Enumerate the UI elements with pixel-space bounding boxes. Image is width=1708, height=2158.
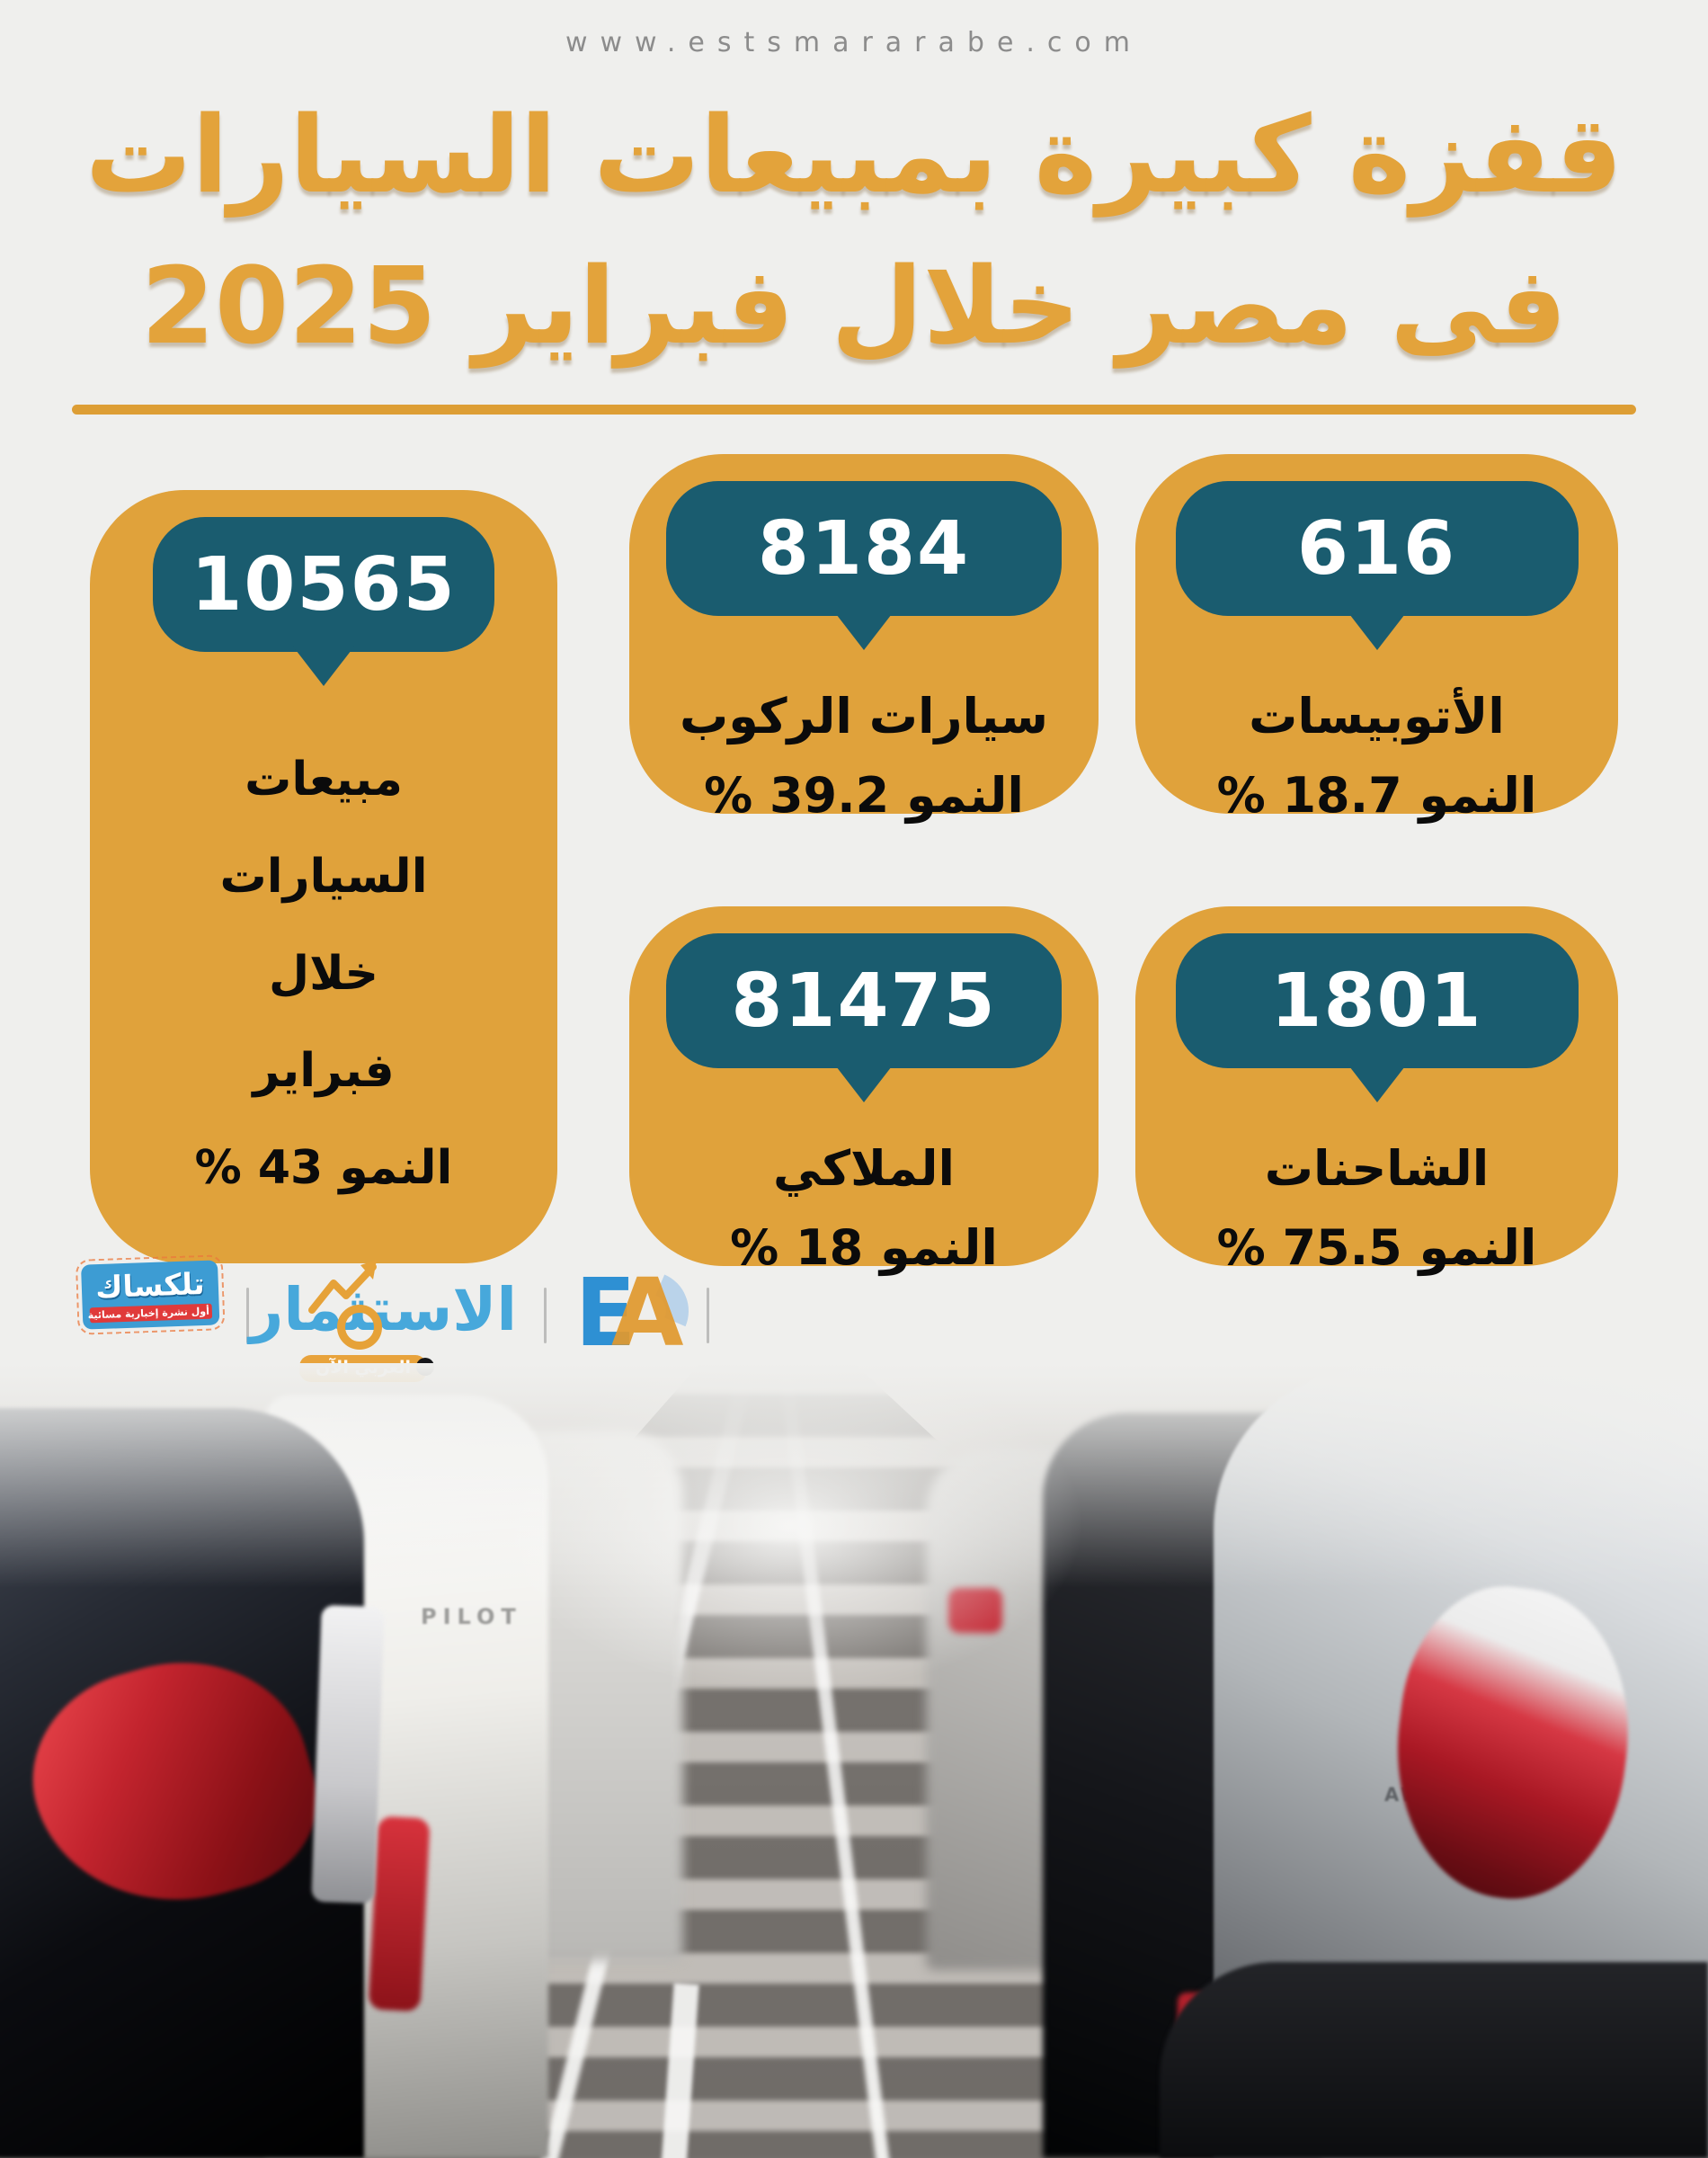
title-divider xyxy=(72,405,1636,415)
stat-label-line: فبراير xyxy=(253,1044,395,1098)
stat-value: 10565 xyxy=(191,541,457,628)
stat-card-trucks: 1801 الشاحنات النمو 75.5 % xyxy=(1135,906,1618,1276)
logo-divider xyxy=(544,1288,547,1343)
stat-value: 616 xyxy=(1296,505,1457,592)
growth-arrow-icon xyxy=(308,1260,377,1314)
stat-label: الأتوبيسات النمو 18.7 % xyxy=(1135,677,1618,835)
stat-card-passenger-cars: 8184 سيارات الركوب النمو 39.2 % xyxy=(629,454,1099,824)
title-line-2: فى مصر خلال فبراير 2025 xyxy=(140,244,1568,368)
stat-label-line: سيارات الركوب xyxy=(680,688,1048,745)
stat-label: الملاكي النمو 18 % xyxy=(629,1129,1099,1288)
estithmar-logo: الاستثمار العربي الآن xyxy=(249,1260,517,1382)
stat-label: مبيعات السيارات خلال فبراير النمو 43 % xyxy=(90,731,557,1217)
site-url: www.estsmararabe.com xyxy=(565,27,1143,58)
page-title: قفزة كبيرة بمبيعات السيارات فى مصر خلال … xyxy=(0,79,1708,381)
stat-label-line: خلال xyxy=(268,947,379,1001)
value-bubble: 1801 xyxy=(1175,933,1579,1068)
title-line-1: قفزة كبيرة بمبيعات السيارات xyxy=(85,93,1623,217)
telksak-name: تلكساك xyxy=(94,1265,206,1306)
stat-label-line: الشاحنات xyxy=(1264,1140,1490,1197)
telksak-tagline: أول نشرة إخبارية مسائية xyxy=(88,1303,213,1324)
value-bubble: 616 xyxy=(1175,481,1579,616)
stat-label-line: الأتوبيسات xyxy=(1249,688,1505,745)
dark-bumper-shape xyxy=(1160,1962,1708,2158)
stat-label-line: الملاكي xyxy=(772,1140,956,1197)
value-bubble: 10565 xyxy=(153,517,494,652)
stat-label: سيارات الركوب النمو 39.2 % xyxy=(629,677,1099,835)
ea-logo: E A xyxy=(574,1258,701,1369)
stat-value: 1801 xyxy=(1270,958,1483,1044)
value-bubble: 81475 xyxy=(666,933,1062,1068)
footer-logos: تلكساك أول نشرة إخبارية مسائية الاستثمار… xyxy=(75,1253,709,1393)
haze-overlay xyxy=(0,1363,1708,1588)
stat-label-line: النمو 18 % xyxy=(730,1219,998,1276)
stat-card-total-sales: 10565 مبيعات السيارات خلال فبراير النمو … xyxy=(90,490,557,1263)
telksak-speech-bubble: تلكساك أول نشرة إخبارية مسائية xyxy=(75,1253,226,1336)
clear-taillight-shape xyxy=(311,1604,385,1904)
logo-divider xyxy=(707,1288,709,1343)
cars-photo: PILOT AWD xyxy=(0,1363,1708,2158)
stat-card-buses: 616 الأتوبيسات النمو 18.7 % xyxy=(1135,454,1618,824)
taillight-shape xyxy=(368,1815,431,2012)
logo-divider xyxy=(246,1288,249,1343)
stat-card-private-cars: 81475 الملاكي النمو 18 % xyxy=(629,906,1099,1276)
stat-value: 81475 xyxy=(731,958,997,1044)
circle-icon xyxy=(337,1305,382,1350)
telksak-logo: تلكساك أول نشرة إخبارية مسائية xyxy=(75,1253,226,1393)
stat-label: الشاحنات النمو 75.5 % xyxy=(1135,1129,1618,1288)
stat-label-line: النمو 75.5 % xyxy=(1216,1219,1537,1276)
stat-label-line: مبيعات xyxy=(245,753,403,807)
estithmar-wordmark: الاستثمار xyxy=(249,1275,517,1344)
stat-label-line: النمو 18.7 % xyxy=(1216,767,1537,824)
stat-value: 8184 xyxy=(757,505,971,592)
ea-letter-e: E xyxy=(574,1258,636,1368)
stat-label-line: النمو 39.2 % xyxy=(704,767,1024,824)
stat-label-line: النمو 43 % xyxy=(194,1141,453,1195)
value-bubble: 8184 xyxy=(666,481,1062,616)
stat-label-line: السيارات xyxy=(219,850,428,904)
ea-letter-a: A xyxy=(611,1258,684,1368)
